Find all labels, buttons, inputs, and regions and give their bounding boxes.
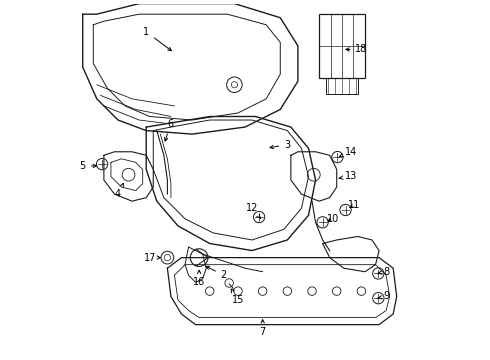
Text: 10: 10 (327, 214, 339, 224)
Text: 2: 2 (206, 266, 227, 280)
Bar (326, 78, 358, 94)
Text: 3: 3 (270, 140, 291, 150)
Text: 8: 8 (377, 267, 389, 277)
Text: 13: 13 (339, 171, 357, 181)
Text: 6: 6 (165, 118, 174, 141)
Text: 1: 1 (143, 27, 171, 51)
Text: 5: 5 (79, 161, 97, 171)
Text: 7: 7 (260, 320, 266, 337)
Text: 16: 16 (193, 270, 205, 287)
Text: 12: 12 (246, 203, 260, 218)
Text: 17: 17 (144, 253, 160, 262)
Text: 15: 15 (231, 289, 244, 305)
Text: 14: 14 (339, 147, 357, 157)
Text: 18: 18 (346, 45, 368, 54)
Text: 11: 11 (348, 200, 361, 210)
Text: 4: 4 (115, 183, 123, 199)
Text: 9: 9 (377, 292, 389, 301)
